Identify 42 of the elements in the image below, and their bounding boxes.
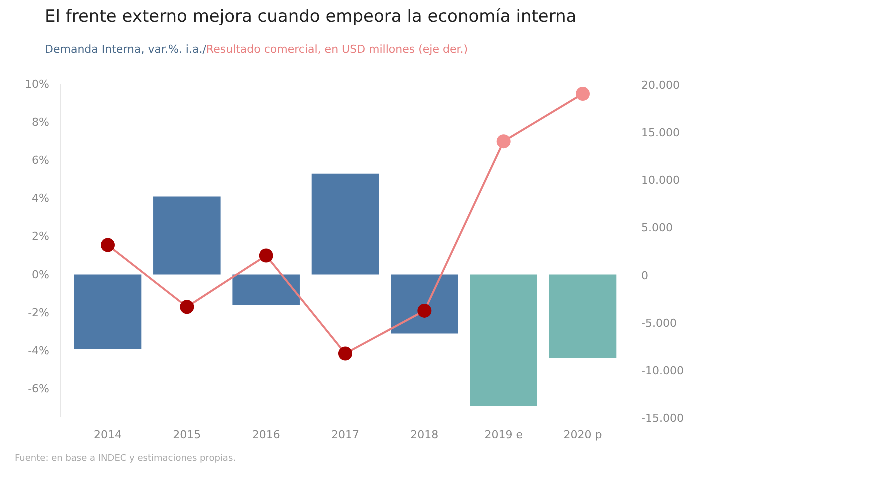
x-tick-label: 2019 e <box>484 428 524 442</box>
y-tick-label: 2% <box>32 230 50 244</box>
bar <box>391 274 458 334</box>
chart-title: El frente externo mejora cuando empeora la economía interna <box>45 6 577 29</box>
y2-tick-label: 0 <box>642 269 648 282</box>
y2-tick-label: 5.000 <box>642 222 673 235</box>
y-tick-label: -2% <box>28 306 50 320</box>
x-tick-label: 2018 <box>410 428 439 442</box>
point <box>259 248 274 263</box>
bar <box>74 274 142 349</box>
y2-tick-label: -10.000 <box>642 364 684 378</box>
y-tick-label: -4% <box>28 344 50 358</box>
point <box>101 238 115 252</box>
x-tick-label: 2016 <box>252 428 280 442</box>
x-tick-label: 2015 <box>173 428 202 442</box>
y-tick-label: 4% <box>32 192 50 206</box>
point <box>338 346 352 361</box>
x-tick-label: 2017 <box>332 428 360 442</box>
y-tick-label: 8% <box>32 116 50 130</box>
y-tick-label: 10% <box>25 78 50 91</box>
bar <box>232 274 300 306</box>
y2-tick-label: 15.000 <box>642 126 680 140</box>
source-note: Fuente: en base a INDEC y estimaciones propias. <box>15 453 236 466</box>
y2-tick-label: -5.000 <box>642 316 677 330</box>
text: Demanda Interna, var.%. i.a./ <box>45 43 206 56</box>
y2-tick-label: -15.000 <box>642 412 684 425</box>
point <box>180 300 194 314</box>
y-tick-label: 0% <box>32 268 50 282</box>
bar <box>154 196 221 275</box>
point <box>496 134 511 149</box>
y-tick-label: -6% <box>28 382 50 396</box>
x-tick-label: 2014 <box>94 428 122 442</box>
point <box>418 304 432 318</box>
text: Resultado comercial, en USD millones (eje der.) <box>206 43 468 56</box>
x-tick-label: 2020 p <box>564 428 602 442</box>
y2-tick-label: 20.000 <box>642 79 680 92</box>
bar <box>549 274 617 359</box>
point <box>576 87 590 101</box>
bar <box>470 274 538 406</box>
y2-tick-label: 10.000 <box>642 174 680 188</box>
y-tick-label: 6% <box>32 154 50 168</box>
bar <box>312 174 380 275</box>
